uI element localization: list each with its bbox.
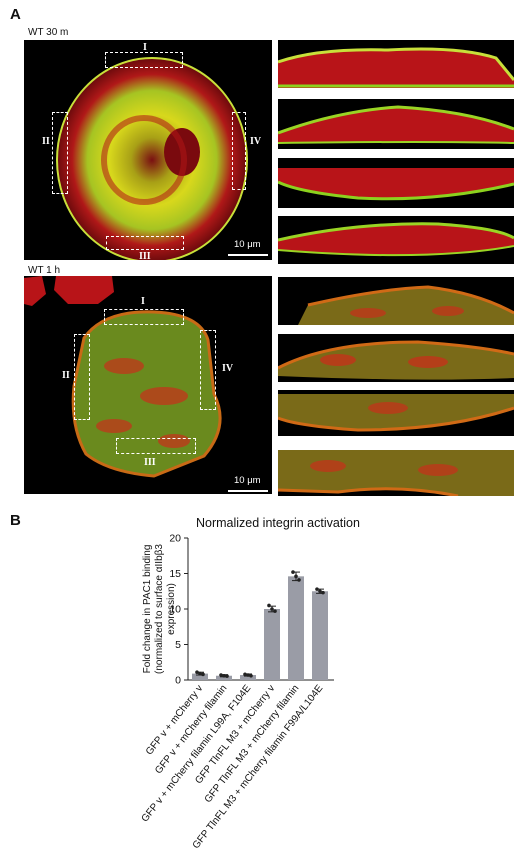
zoom-strip-bottom-iv: [278, 450, 514, 496]
bar: [264, 609, 280, 680]
roi-box-bottom-iii: [116, 438, 196, 454]
data-point: [294, 574, 298, 579]
roi-label-top-ii: II: [42, 136, 50, 147]
scale-bar-top: [228, 254, 268, 256]
roi-label-top-i: I: [143, 42, 147, 53]
zoom-strip-bottom-iii: [278, 390, 514, 436]
y-tick-label: 0: [175, 675, 181, 687]
data-point: [318, 589, 322, 594]
zoom-strip-top-i: [278, 40, 514, 88]
y-axis-label: Fold change in PAC1 binding: [142, 545, 153, 674]
y-tick-label: 5: [175, 639, 181, 651]
y-axis-label: (normalized to surface αIIbβ3: [154, 544, 165, 674]
y-tick-label: 15: [169, 568, 181, 580]
data-point: [270, 607, 274, 611]
roi-box-top-ii: [52, 112, 68, 194]
roi-box-top-i: [105, 52, 183, 68]
data-point: [225, 674, 229, 678]
data-point: [291, 570, 295, 574]
panel-b-letter: B: [10, 512, 21, 529]
data-point: [222, 673, 226, 678]
zoom-strip-top-iii: [278, 158, 514, 208]
data-point: [249, 673, 253, 678]
data-point: [243, 672, 247, 677]
y-tick-label: 10: [169, 604, 181, 616]
zoom-strip-top-iv: [278, 216, 514, 264]
data-point: [273, 609, 277, 613]
condition-label-30m: WT 30 m: [28, 27, 69, 38]
chart-title: Normalized integrin activation: [196, 516, 360, 530]
y-tick-label: 20: [169, 533, 181, 545]
zoom-strip-bottom-ii: [278, 334, 514, 382]
data-point: [195, 670, 199, 674]
roi-label-bottom-iii: III: [144, 457, 156, 468]
micrograph-wt-30m: [24, 40, 272, 260]
data-point: [267, 603, 271, 608]
bar: [312, 591, 328, 680]
roi-box-top-iv: [232, 112, 246, 190]
data-point: [246, 673, 250, 677]
micrograph-wt-1h: [24, 276, 272, 494]
data-point: [315, 587, 319, 591]
data-point: [297, 578, 301, 582]
roi-box-bottom-ii: [74, 334, 90, 420]
roi-label-bottom-i: I: [141, 296, 145, 307]
data-point: [219, 673, 223, 677]
scale-bar-label-bottom: 10 μm: [234, 475, 261, 486]
data-point: [198, 671, 202, 676]
y-axis-label: expression): [166, 583, 177, 635]
roi-box-top-iii: [106, 236, 184, 250]
zoom-strip-top-ii: [278, 99, 514, 149]
data-point: [321, 590, 325, 595]
roi-label-bottom-ii: II: [62, 370, 70, 381]
roi-box-bottom-iv: [200, 330, 216, 410]
data-point: [201, 672, 205, 677]
roi-label-bottom-iv: IV: [222, 363, 234, 374]
panel-a-letter: A: [10, 6, 21, 23]
bar: [288, 576, 304, 680]
bar: [192, 673, 208, 680]
zoom-strip-bottom-i: [278, 277, 514, 325]
bar: [240, 675, 256, 680]
roi-label-top-iv: IV: [250, 136, 262, 147]
bar: [216, 675, 232, 680]
scale-bar-bottom: [228, 490, 268, 492]
scale-bar-label-top: 10 μm: [234, 239, 261, 250]
roi-box-bottom-i: [104, 309, 184, 325]
condition-label-1h: WT 1 h: [28, 265, 61, 276]
roi-label-top-iii: III: [139, 251, 151, 262]
